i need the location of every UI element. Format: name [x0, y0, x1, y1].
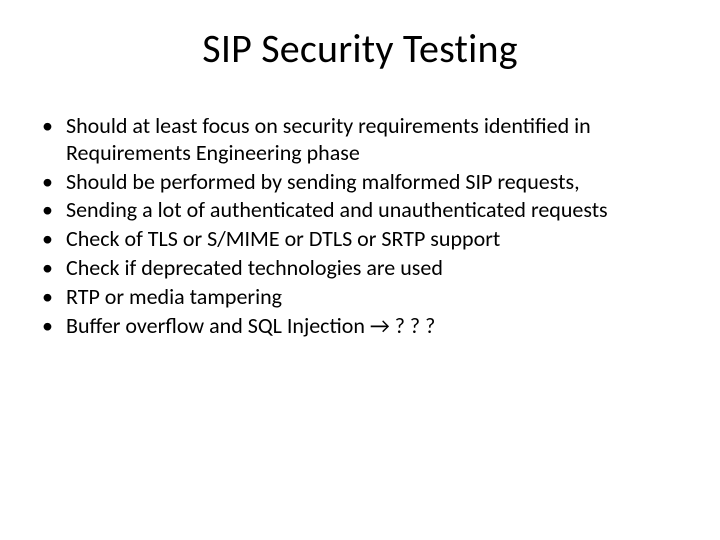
slide-title: SIP Security Testing: [0, 24, 720, 73]
bullet-item: Buffer overflow and SQL Injection → ? ? …: [36, 313, 696, 340]
slide: SIP Security Testing Should at least foc…: [0, 0, 720, 540]
slide-body: Should at least focus on security requir…: [0, 113, 720, 342]
bullet-item: Check if deprecated technologies are use…: [36, 255, 696, 282]
bullet-item: Sending a lot of authenticated and unaut…: [36, 197, 696, 224]
bullet-item: Check of TLS or S/MIME or DTLS or SRTP s…: [36, 226, 696, 253]
bullet-item: Should be performed by sending malformed…: [36, 169, 696, 196]
bullet-item: RTP or media tampering: [36, 284, 696, 311]
bullet-list: Should at least focus on security requir…: [36, 113, 696, 340]
bullet-item: Should at least focus on security requir…: [36, 113, 696, 167]
